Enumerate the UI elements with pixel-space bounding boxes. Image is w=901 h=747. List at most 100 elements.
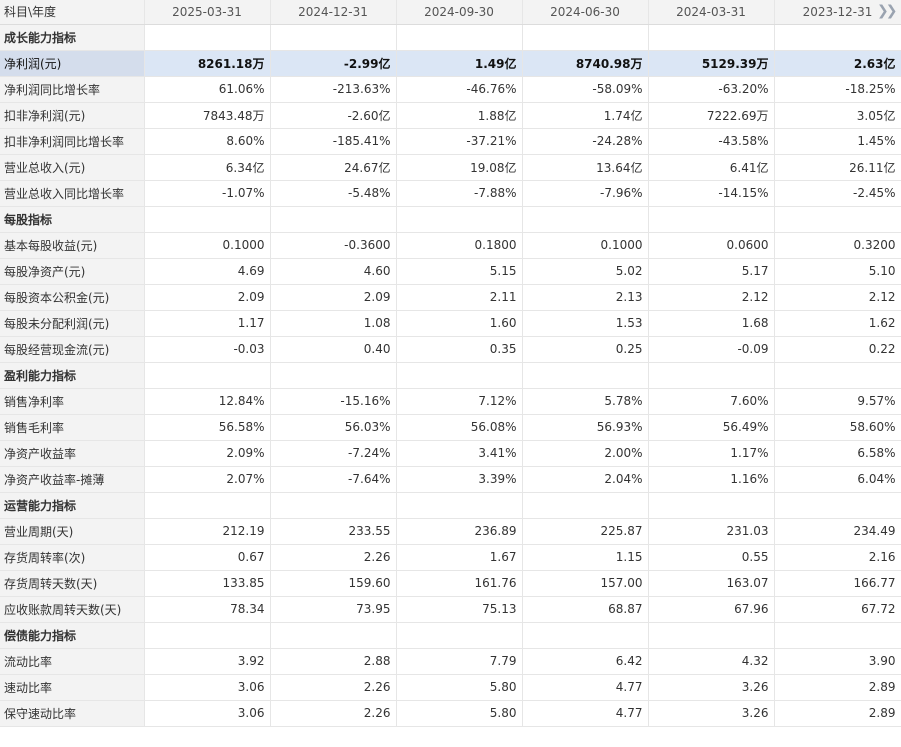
- table-row: 扣非净利润同比增长率 8.60% -185.41% -37.21% -24.28% -43…: [0, 128, 901, 155]
- date-header[interactable]: 2024-09-30: [396, 0, 523, 25]
- row-label[interactable]: 净资产收益率: [0, 440, 145, 467]
- value-cell: 67.72: [774, 596, 901, 623]
- value-cell: 3.05亿: [774, 102, 901, 129]
- value-cell: [396, 24, 523, 51]
- value-cell: [522, 622, 649, 649]
- row-label[interactable]: 存货周转天数(天): [0, 570, 145, 597]
- value-cell: -7.88%: [396, 180, 523, 207]
- row-label[interactable]: 存货周转率(次): [0, 544, 145, 571]
- value-cell: [396, 492, 523, 519]
- value-cell: 0.1800: [396, 232, 523, 259]
- financial-indicators-table: 科目\年度 2025-03-31 2024-12-31 2024-09-30 2…: [0, 0, 901, 727]
- value-cell: 13.64亿: [522, 154, 649, 181]
- value-cell: 7843.48万: [144, 102, 271, 129]
- value-cell: 5.80: [396, 674, 523, 701]
- value-cell: 0.35: [396, 336, 523, 363]
- value-cell: 7.12%: [396, 388, 523, 415]
- table-row: 净资产收益率-摊薄 2.07% -7.64% 3.39% 2.04% 1.16% 6.04%: [0, 466, 901, 493]
- row-label[interactable]: 每股经营现金流(元): [0, 336, 145, 363]
- value-cell: [522, 206, 649, 233]
- value-cell: 56.93%: [522, 414, 649, 441]
- value-cell: 1.68: [648, 310, 775, 337]
- value-cell: -43.58%: [648, 128, 775, 155]
- row-label[interactable]: 营业总收入(元): [0, 154, 145, 181]
- section-header-row: 成长能力指标: [0, 24, 901, 51]
- date-header[interactable]: 2025-03-31: [144, 0, 271, 25]
- value-cell: 233.55: [270, 518, 397, 545]
- value-cell: 1.67: [396, 544, 523, 571]
- value-cell: 0.1000: [144, 232, 271, 259]
- row-label[interactable]: 营业周期(天): [0, 518, 145, 545]
- section-header-row: 运营能力指标: [0, 492, 901, 519]
- value-cell: 2.07%: [144, 466, 271, 493]
- value-cell: 6.58%: [774, 440, 901, 467]
- row-label[interactable]: 销售净利率: [0, 388, 145, 415]
- row-label[interactable]: 应收账款周转天数(天): [0, 596, 145, 623]
- value-cell: 2.26: [270, 700, 397, 727]
- row-label[interactable]: 每股资本公积金(元): [0, 284, 145, 311]
- value-cell: -14.15%: [648, 180, 775, 207]
- value-cell: [270, 206, 397, 233]
- table-row: 应收账款周转天数(天) 78.34 73.95 75.13 68.87 67.96 67.7…: [0, 596, 901, 623]
- date-header-last[interactable]: 2023-12-31 ❯❯: [774, 0, 901, 25]
- value-cell: 212.19: [144, 518, 271, 545]
- value-cell: -2.45%: [774, 180, 901, 207]
- value-cell: -46.76%: [396, 76, 523, 103]
- value-cell: 73.95: [270, 596, 397, 623]
- value-cell: [396, 206, 523, 233]
- table-row: 保守速动比率 3.06 2.26 5.80 4.77 3.26 2.89: [0, 700, 901, 727]
- value-cell: 24.67亿: [270, 154, 397, 181]
- value-cell: 8740.98万: [522, 50, 649, 77]
- value-cell: 8.60%: [144, 128, 271, 155]
- value-cell: 5.15: [396, 258, 523, 285]
- date-header[interactable]: 2024-03-31: [648, 0, 775, 25]
- value-cell: [648, 492, 775, 519]
- row-label[interactable]: 流动比率: [0, 648, 145, 675]
- value-cell: -1.07%: [144, 180, 271, 207]
- table-row: 每股经营现金流(元) -0.03 0.40 0.35 0.25 -0.09 0.22: [0, 336, 901, 363]
- value-cell: 2.12: [648, 284, 775, 311]
- value-cell: 68.87: [522, 596, 649, 623]
- value-cell: 6.41亿: [648, 154, 775, 181]
- value-cell: 7.79: [396, 648, 523, 675]
- row-label[interactable]: 扣非净利润(元): [0, 102, 145, 129]
- row-label[interactable]: 净利润(元): [0, 50, 145, 77]
- value-cell: 1.15: [522, 544, 649, 571]
- value-cell: 56.08%: [396, 414, 523, 441]
- row-label[interactable]: 基本每股收益(元): [0, 232, 145, 259]
- value-cell: 7.60%: [648, 388, 775, 415]
- row-label[interactable]: 速动比率: [0, 674, 145, 701]
- date-header-label: 2023-12-31: [802, 4, 873, 19]
- value-cell: 56.49%: [648, 414, 775, 441]
- value-cell: 1.49亿: [396, 50, 523, 77]
- value-cell: -7.96%: [522, 180, 649, 207]
- value-cell: 133.85: [144, 570, 271, 597]
- value-cell: 5.10: [774, 258, 901, 285]
- value-cell: 7222.69万: [648, 102, 775, 129]
- table-row: 净利润(元) 8261.18万 -2.99亿 1.49亿 8740.98万 5129.39…: [0, 50, 901, 77]
- row-label[interactable]: 净利润同比增长率: [0, 76, 145, 103]
- section-header-row: 盈利能力指标: [0, 362, 901, 389]
- row-label[interactable]: 每股未分配利润(元): [0, 310, 145, 337]
- table-row: 净资产收益率 2.09% -7.24% 3.41% 2.00% 1.17% 6.58%: [0, 440, 901, 467]
- value-cell: 8261.18万: [144, 50, 271, 77]
- row-label[interactable]: 净资产收益率-摊薄: [0, 466, 145, 493]
- value-cell: 231.03: [648, 518, 775, 545]
- value-cell: 4.32: [648, 648, 775, 675]
- row-label[interactable]: 每股净资产(元): [0, 258, 145, 285]
- date-header[interactable]: 2024-06-30: [522, 0, 649, 25]
- value-cell: 2.09: [144, 284, 271, 311]
- value-cell: 2.89: [774, 674, 901, 701]
- row-label[interactable]: 营业总收入同比增长率: [0, 180, 145, 207]
- row-label[interactable]: 扣非净利润同比增长率: [0, 128, 145, 155]
- date-header[interactable]: 2024-12-31: [270, 0, 397, 25]
- value-cell: 2.12: [774, 284, 901, 311]
- table-row: 存货周转率(次) 0.67 2.26 1.67 1.15 0.55 2.16: [0, 544, 901, 571]
- section-title: 每股指标: [0, 206, 145, 233]
- value-cell: 0.40: [270, 336, 397, 363]
- value-cell: [648, 206, 775, 233]
- double-chevron-right-icon[interactable]: ❯❯: [877, 3, 898, 19]
- row-label[interactable]: 销售毛利率: [0, 414, 145, 441]
- value-cell: 1.17%: [648, 440, 775, 467]
- row-label[interactable]: 保守速动比率: [0, 700, 145, 727]
